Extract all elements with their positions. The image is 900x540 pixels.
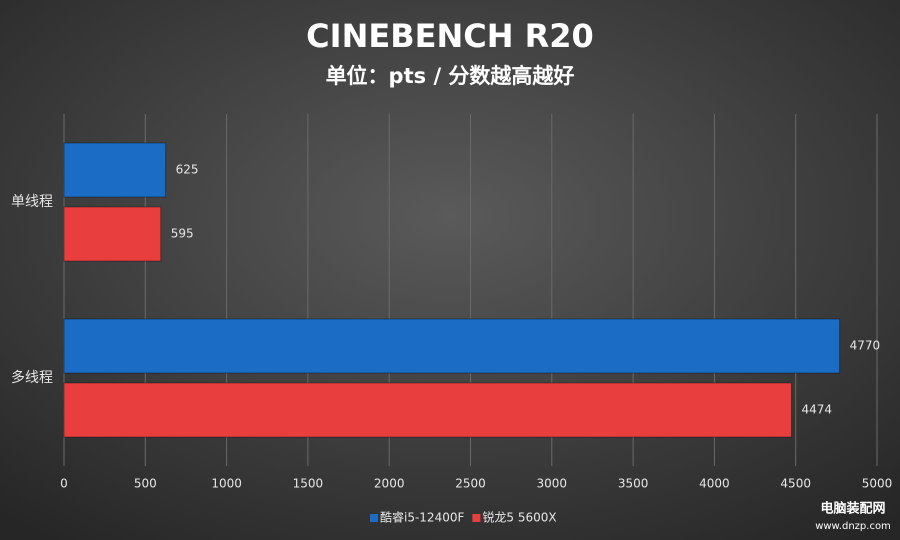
bar — [63, 382, 792, 438]
x-tick-label: 4000 — [699, 477, 730, 491]
x-tick-label: 5000 — [862, 477, 893, 491]
watermark: www.dnzp.com — [815, 521, 891, 532]
chart-title: CINEBENCH R20 — [306, 17, 594, 55]
legend-label: 锐龙5 5600X — [482, 511, 556, 525]
x-tick-label: 500 — [134, 477, 157, 491]
data-label: 4770 — [850, 339, 881, 353]
bar — [63, 142, 167, 198]
x-tick-label: 3000 — [537, 477, 568, 491]
bar — [63, 206, 162, 262]
x-tick-label: 3500 — [618, 477, 649, 491]
legend-swatch — [370, 514, 378, 522]
data-label: 625 — [176, 163, 199, 177]
x-tick-label: 1500 — [293, 477, 324, 491]
x-tick-label: 1000 — [211, 477, 242, 491]
x-tick-label: 2000 — [374, 477, 405, 491]
bar — [63, 318, 841, 374]
x-tick-label: 0 — [60, 477, 68, 491]
data-label: 4474 — [801, 403, 832, 417]
x-tick-label: 2500 — [455, 477, 486, 491]
y-tick-label: 单线程 — [11, 194, 53, 210]
watermark: 电脑装配网 — [820, 501, 885, 517]
y-tick-label: 多线程 — [11, 369, 53, 386]
legend-label: 酷睿i5-12400F — [380, 510, 464, 525]
data-label: 595 — [171, 227, 194, 241]
legend-swatch — [472, 514, 481, 522]
chart-subtitle: 单位：pts / 分数越高越好 — [326, 64, 575, 88]
x-tick-label: 4500 — [780, 477, 811, 491]
